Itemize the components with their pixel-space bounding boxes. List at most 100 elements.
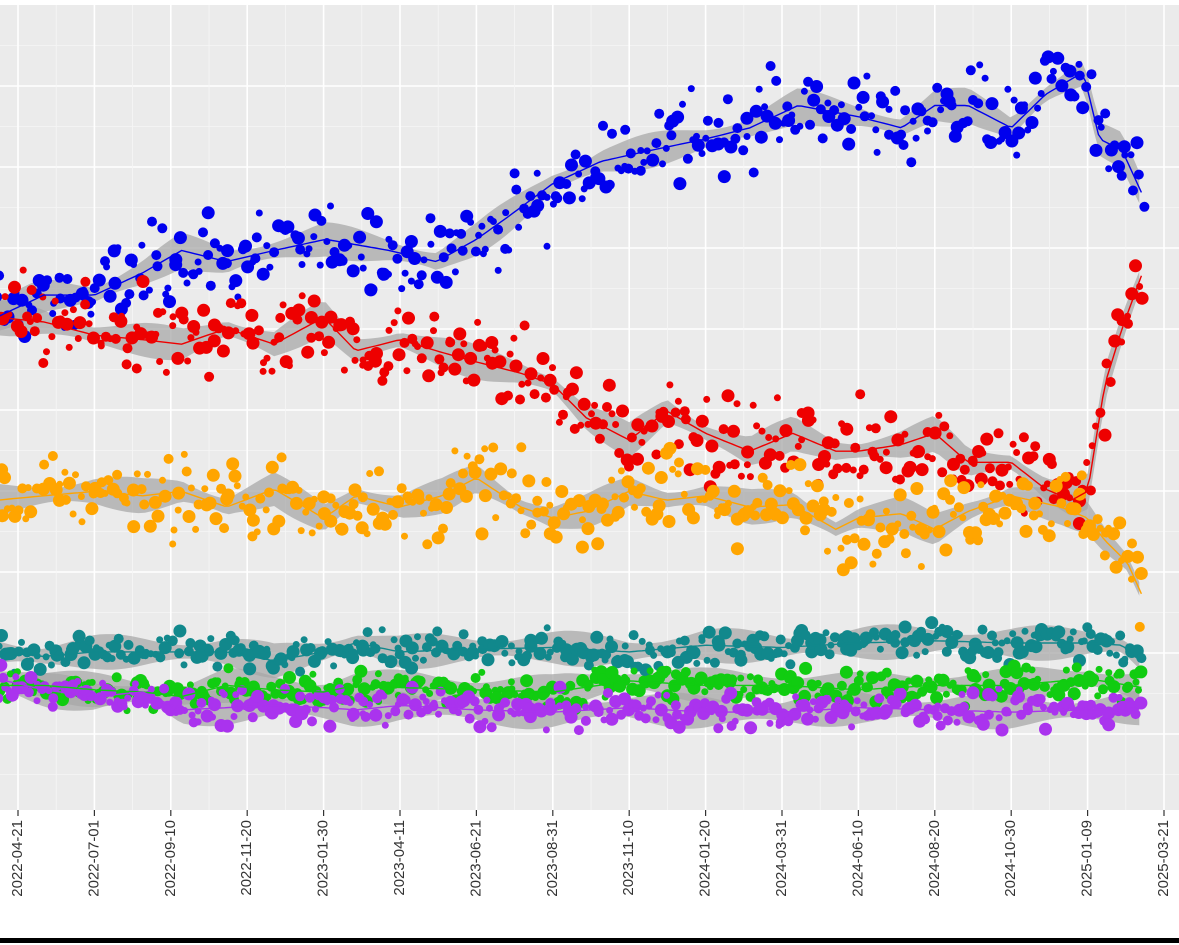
poll-point [459,489,473,503]
poll-point [43,348,50,356]
poll-point [243,503,257,517]
poll-point [898,140,909,150]
poll-point [474,318,482,326]
poll-point [724,140,738,154]
poll-point [932,82,943,93]
poll-point [405,661,419,675]
poll-point [308,529,316,537]
poll-point [912,134,920,142]
poll-point [232,691,240,699]
poll-point [1021,627,1029,635]
poll-point [103,263,111,271]
poll-point [763,448,777,462]
poll-point [949,510,957,518]
poll-point [484,467,498,481]
poll-point [849,533,860,544]
poll-point [463,452,471,460]
poll-point [980,432,994,446]
poll-point [180,450,188,458]
poll-point [305,245,313,253]
poll-point [392,348,406,362]
poll-point [362,627,373,638]
poll-point [167,636,178,647]
poll-point [921,632,935,646]
poll-point [183,279,191,287]
poll-point [945,494,955,505]
poll-point [367,284,378,295]
poll-point [810,80,824,93]
poll-point [295,666,306,677]
poll-point [205,280,216,291]
poll-point [221,488,235,502]
poll-point [1086,528,1100,541]
poll-point [51,297,59,305]
poll-point [136,484,147,495]
poll-point [500,697,511,708]
poll-point [295,691,306,702]
poll-point [377,375,388,386]
poll-point [148,495,162,509]
poll-point [511,493,522,504]
poll-point [936,673,950,687]
poll-point [813,633,827,647]
poll-point [646,153,660,167]
poll-point [565,680,576,691]
poll-point [780,650,788,658]
poll-point [285,362,293,370]
poll-point [906,510,917,521]
poll-point [61,468,69,476]
poll-point [221,258,232,269]
poll-point [839,665,853,679]
poll-point [458,468,468,479]
poll-point [1012,690,1025,703]
poll-point [874,693,885,704]
poll-point [962,116,973,127]
poll-point [255,209,263,217]
poll-point [194,718,202,726]
poll-point [477,341,488,352]
poll-point [916,626,927,637]
poll-point [159,683,170,694]
poll-point [233,482,241,490]
poll-point [156,358,164,365]
poll-point [1115,694,1123,701]
poll-point [359,356,367,364]
poll-point [869,560,877,568]
poll-point [893,687,907,701]
poll-point [1028,666,1036,674]
poll-point [974,472,988,486]
poll-point [917,686,928,697]
poll-point [846,124,857,134]
poll-point [415,675,426,686]
poll-point [1023,480,1033,491]
poll-point [1041,50,1055,64]
poll-point [623,163,634,174]
poll-point [253,528,261,536]
poll-point [253,325,264,336]
poll-point [390,319,398,327]
poll-point [801,406,815,420]
poll-point [866,671,879,685]
poll-point [427,240,435,248]
poll-point [809,698,817,706]
poll-point [509,359,523,373]
poll-point [654,691,662,699]
poll-point [1028,71,1042,85]
poll-point [932,711,943,721]
poll-point [1076,470,1087,481]
poll-point [1006,480,1014,488]
poll-point [843,498,854,508]
poll-point [910,482,924,495]
poll-point [1086,69,1097,80]
poll-point [805,119,815,130]
poll-point [558,409,568,420]
poll-point [575,540,589,554]
x-tick-label: 2023-11-10 [620,820,637,896]
poll-point [1118,338,1126,346]
poll-point [309,670,317,678]
poll-point [448,362,462,376]
poll-point [577,421,585,429]
poll-point [1135,291,1149,305]
poll-point [764,497,778,511]
poll-point [123,499,131,507]
